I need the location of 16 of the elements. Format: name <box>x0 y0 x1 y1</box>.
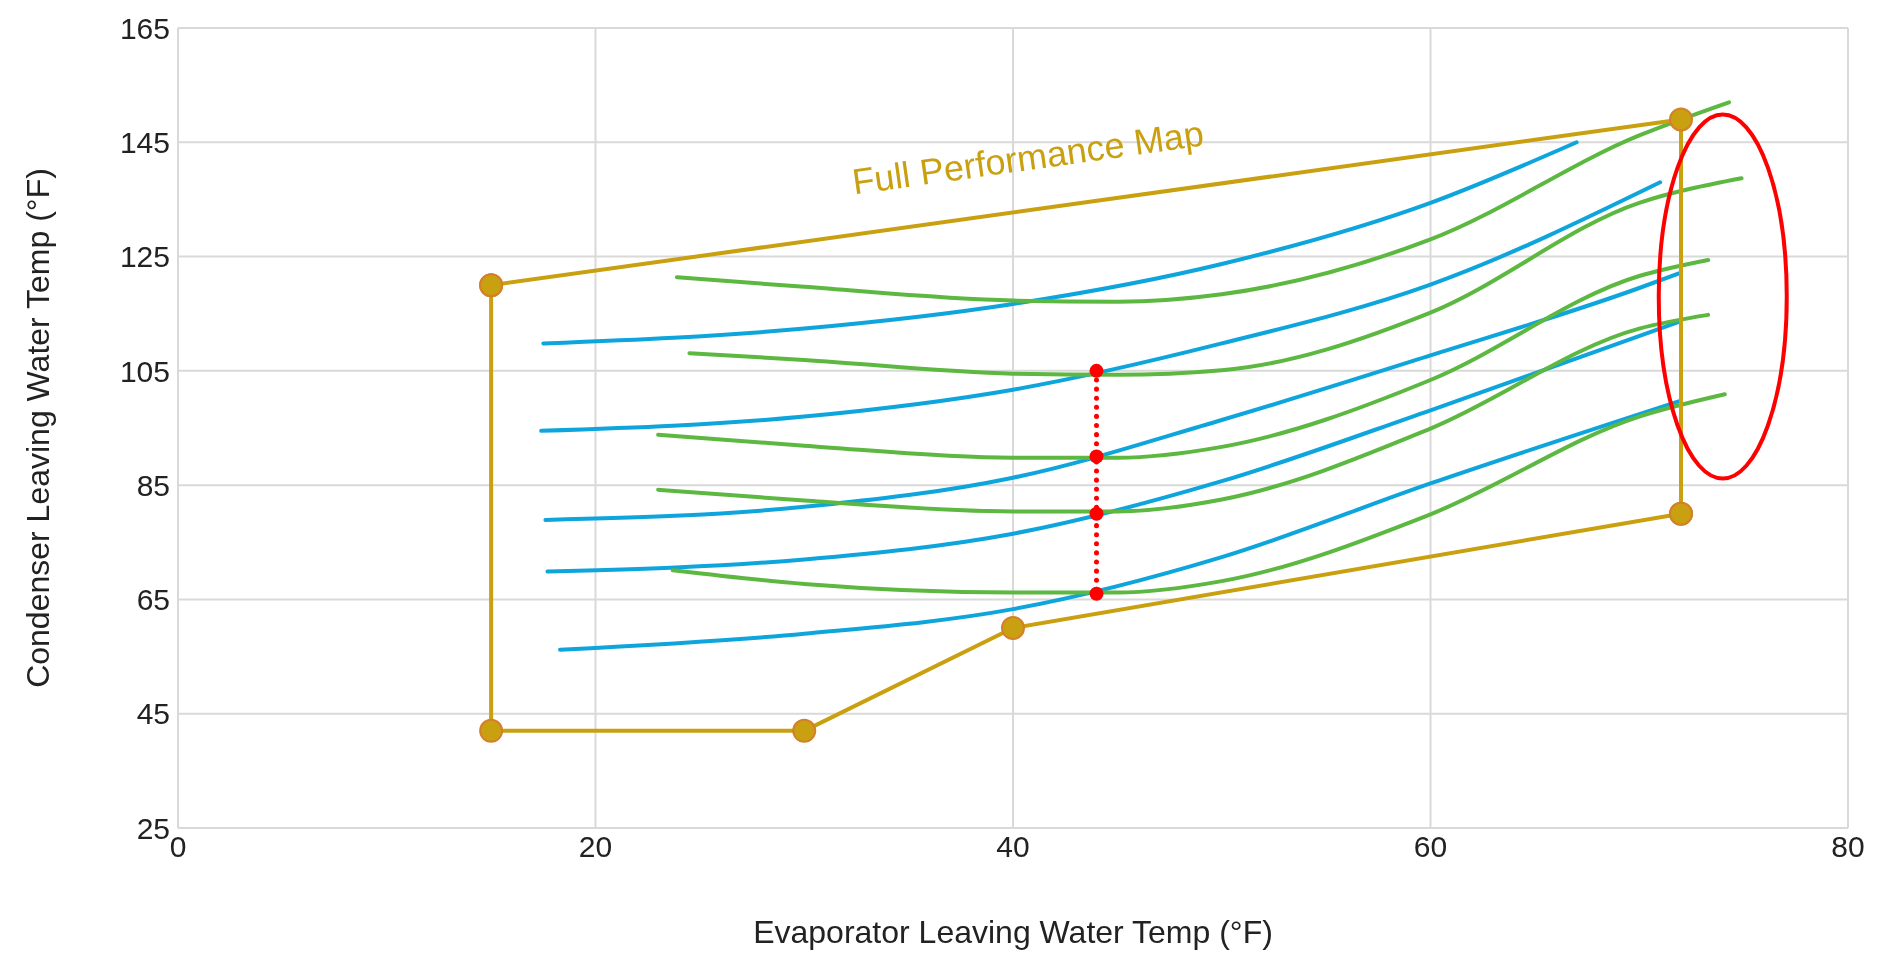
y-tick-label: 25 <box>136 811 170 845</box>
y-tick-label: 165 <box>119 11 170 45</box>
y-tick-label: 65 <box>136 583 170 617</box>
y-tick-label: 125 <box>119 240 170 274</box>
annotation: Full Performance Map <box>848 111 1208 205</box>
x-axis-title: Evaporator Leaving Water Temp (°F) <box>753 914 1273 950</box>
y-tick-label: 85 <box>136 468 170 502</box>
x-tick-label: 0 <box>169 830 187 864</box>
y-tick-label: 45 <box>136 697 170 731</box>
y-tick-label: 105 <box>119 354 170 388</box>
x-tick-label: 60 <box>1413 830 1448 864</box>
y-axis-title: Condenser Leaving Water Temp (°F) <box>20 168 57 688</box>
y-tick-label: 145 <box>119 125 170 159</box>
x-tick-label: 80 <box>1831 830 1865 864</box>
x-tick-label: 40 <box>996 830 1030 864</box>
x-tick-label: 20 <box>578 830 613 864</box>
